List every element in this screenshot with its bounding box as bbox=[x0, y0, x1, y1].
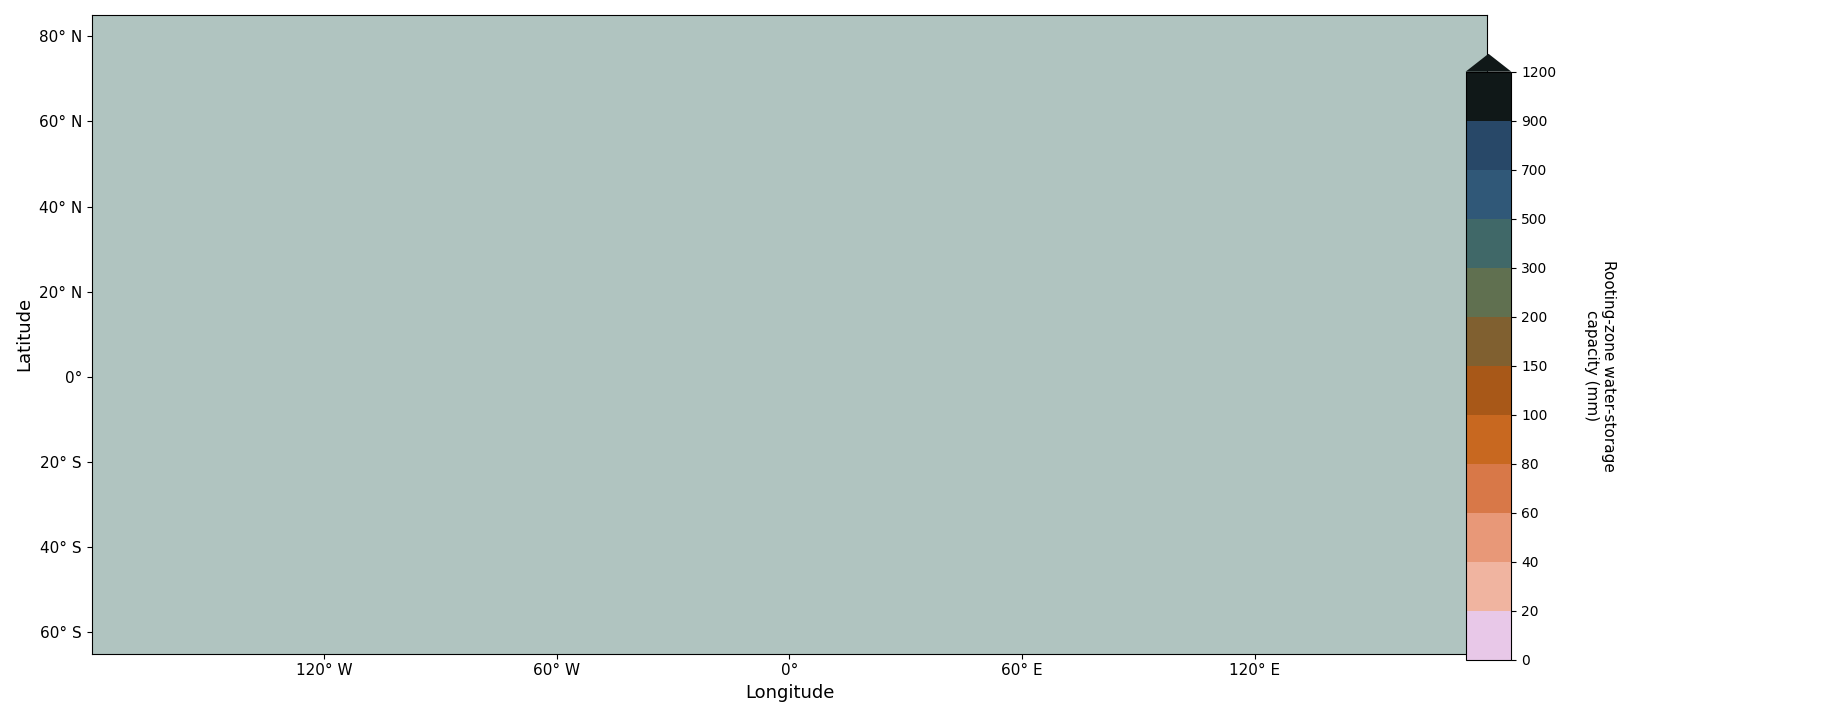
Y-axis label: Latitude: Latitude bbox=[15, 298, 33, 371]
X-axis label: Longitude: Longitude bbox=[746, 684, 834, 702]
Y-axis label: Rooting-zone water-storage
capacity (mm): Rooting-zone water-storage capacity (mm) bbox=[1585, 260, 1616, 472]
